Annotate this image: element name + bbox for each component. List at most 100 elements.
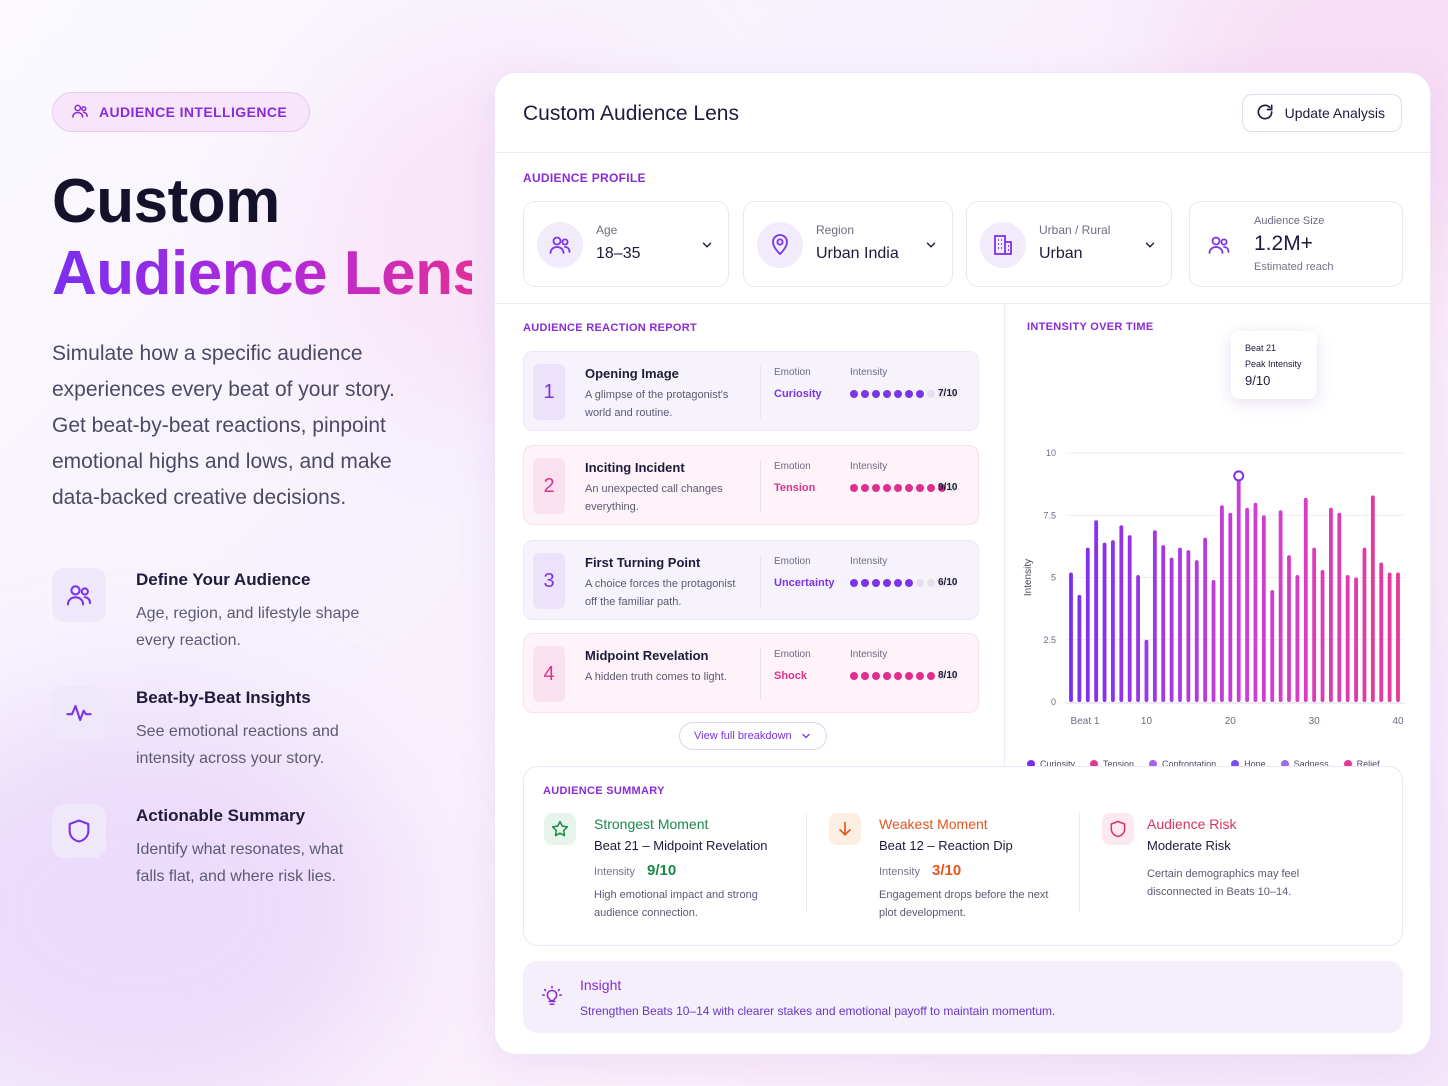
intensity-dot	[894, 579, 902, 587]
audience-reaction-report: AUDIENCE REACTION REPORT 1 Opening Image…	[495, 304, 1005, 766]
feature-item: Actionable Summary Identify what resonat…	[52, 804, 472, 890]
intensity-dot	[894, 390, 902, 398]
chart-bar	[1119, 525, 1124, 702]
tooltip-label: Peak Intensity	[1245, 359, 1302, 369]
intensity-dot	[894, 484, 902, 492]
intensity-dot	[872, 484, 880, 492]
intensity-dot	[872, 579, 880, 587]
y-tick-label: 0	[1051, 697, 1056, 707]
intensity-dot	[850, 484, 858, 492]
chart-bar	[1178, 547, 1182, 702]
emotion-value: Curiosity	[774, 388, 822, 400]
intensity-dot	[916, 579, 924, 587]
age-select[interactable]: Age 18–35	[523, 201, 729, 287]
intensity-dot	[905, 672, 913, 680]
intensity-dot	[861, 484, 869, 492]
audience-size-sub: Estimated reach	[1254, 261, 1334, 273]
chart-bar	[1370, 495, 1375, 702]
chart-bar	[1396, 572, 1400, 702]
chart-bar	[1161, 545, 1166, 702]
beat-card[interactable]: 1 Opening Image A glimpse of the protago…	[523, 351, 979, 431]
age-label: Age	[596, 223, 618, 237]
intensity-dot	[927, 484, 935, 492]
audience-summary-label: AUDIENCE SUMMARY	[543, 785, 665, 797]
legend-label: Tension	[1103, 759, 1135, 769]
chart-bar	[1144, 639, 1149, 702]
chevron-down-icon	[926, 242, 936, 248]
beat-desc: A hidden truth comes to light.	[585, 671, 727, 683]
shield-icon	[52, 804, 106, 858]
intensity-dot	[949, 579, 957, 587]
legend-item: Curiosity	[1027, 759, 1075, 769]
legend-label: Curiosity	[1040, 759, 1076, 769]
strongest-value: Beat 21 – Midpoint Revelation	[594, 838, 768, 853]
refresh-icon	[1255, 102, 1275, 125]
update-analysis-button[interactable]: Update Analysis	[1241, 94, 1402, 132]
chart-bar	[1186, 550, 1191, 702]
chart-bar	[1094, 520, 1099, 702]
chart-bar	[1287, 555, 1291, 702]
divider	[1079, 813, 1080, 913]
chart-bar	[1085, 547, 1090, 702]
arrow-down-icon	[829, 813, 861, 845]
intensity-dot	[883, 579, 891, 587]
beat-card[interactable]: 3 First Turning Point A choice forces th…	[523, 540, 979, 620]
intensity-dot	[938, 579, 946, 587]
region-select[interactable]: Region Urban India	[743, 201, 953, 287]
chart-bar	[1203, 537, 1208, 702]
chart-bar	[1320, 570, 1325, 702]
badge-label: AUDIENCE INTELLIGENCE	[99, 104, 288, 120]
peak-tooltip: Beat 21 Peak Intensity 9/10	[1231, 331, 1317, 399]
reaction-report-label: AUDIENCE REACTION REPORT	[523, 322, 698, 334]
feature-item: Beat-by-Beat Insights See emotional reac…	[52, 686, 472, 772]
panel-title: Custom Audience Lens	[523, 102, 739, 125]
weakest-intensity: 3/10	[932, 862, 962, 879]
chart-legend: Curiosity Tension Confrontation Hope Sad…	[1027, 759, 1380, 769]
chart-bar	[1261, 515, 1266, 702]
emotion-label: Emotion	[774, 649, 811, 660]
chart-bar	[1329, 507, 1333, 702]
chart-title: INTENSITY OVER TIME	[1027, 321, 1154, 333]
legend-swatch	[1343, 760, 1352, 768]
chart-bar	[1136, 575, 1140, 702]
strongest-title: Strongest Moment	[594, 816, 709, 832]
divider	[760, 555, 761, 607]
emotion-value: Shock	[774, 670, 808, 682]
chart-bar	[1194, 560, 1199, 702]
update-analysis-label: Update Analysis	[1284, 105, 1385, 121]
divider	[760, 366, 761, 418]
intensity-dot	[949, 390, 957, 398]
urban-rural-select[interactable]: Urban / Rural Urban	[966, 201, 1172, 287]
risk-title: Audience Risk	[1147, 816, 1237, 832]
weakest-intensity-label: Intensity	[879, 866, 920, 878]
beat-card[interactable]: 4 Midpoint Revelation A hidden truth com…	[523, 633, 979, 713]
intensity-dots	[850, 672, 957, 680]
weakest-title: Weakest Moment	[879, 816, 988, 832]
chart-bar	[1245, 507, 1249, 702]
chart-bar	[1236, 477, 1241, 702]
audience-profile-label: AUDIENCE PROFILE	[523, 171, 646, 185]
feature-desc: Identify what resonates, what falls flat…	[136, 841, 344, 885]
beat-title: Midpoint Revelation	[585, 648, 709, 663]
tooltip-value: 9/10	[1245, 373, 1271, 388]
view-full-breakdown-button[interactable]: View full breakdown	[679, 722, 827, 750]
beat-card[interactable]: 2 Inciting Incident An unexpected call c…	[523, 445, 979, 525]
chart-bar	[1295, 575, 1300, 702]
intensity-dot	[850, 672, 858, 680]
beat-desc: A glimpse of the protagonist's world and…	[585, 389, 729, 419]
lightbulb-icon	[542, 985, 562, 1006]
chart-bar	[1127, 535, 1132, 702]
audience-profile: AUDIENCE PROFILE Age 18–35 Region Urban …	[495, 153, 1430, 304]
hero-description: Simulate how a specific audience experie…	[52, 342, 395, 509]
chart-bar	[1111, 540, 1115, 702]
insight-banner: Insight Strengthen Beats 10–14 with clea…	[523, 961, 1403, 1033]
beat-title: Inciting Incident	[585, 460, 685, 475]
beat-title: First Turning Point	[585, 555, 701, 570]
chart-bar	[1069, 572, 1073, 702]
feature-title: Actionable Summary	[136, 806, 306, 825]
intensity-label: Intensity	[850, 367, 888, 378]
emotion-label: Emotion	[774, 556, 811, 567]
intensity-dot	[927, 672, 935, 680]
intensity-dot	[938, 390, 946, 398]
panel-header: Custom Audience Lens Update Analysis	[495, 73, 1430, 153]
